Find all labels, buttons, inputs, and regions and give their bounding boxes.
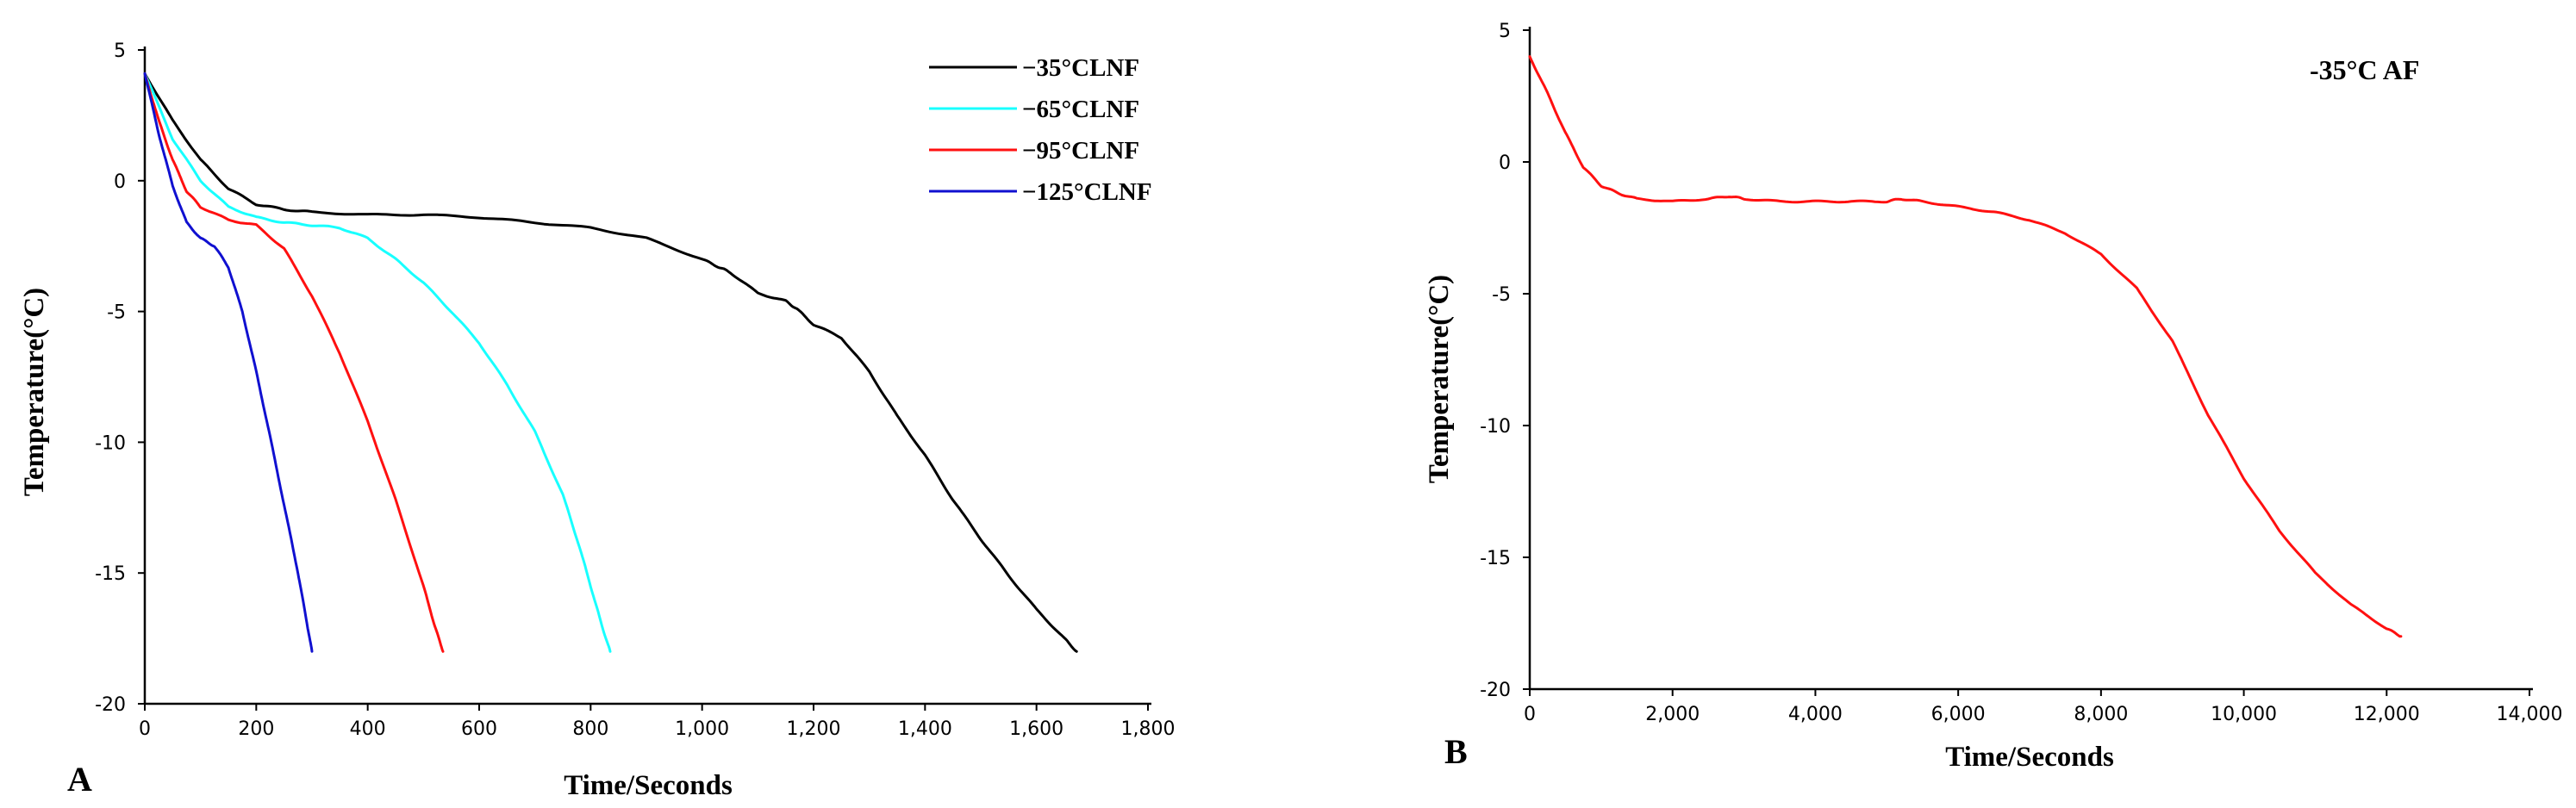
series-annotation: -35°C AF bbox=[2310, 54, 2419, 85]
legend-label: −35°CLNF bbox=[1022, 54, 1139, 82]
series-line bbox=[143, 71, 1078, 653]
y-tick-label: 0 bbox=[114, 171, 126, 193]
series-line bbox=[143, 71, 612, 653]
y-tick-label: -20 bbox=[95, 694, 126, 716]
x-tick-label: 600 bbox=[461, 718, 497, 740]
series-line bbox=[143, 71, 445, 653]
x-tick-label: 6,000 bbox=[1931, 704, 1986, 725]
panel-b-chart: 0 2,000 4,000 6,000 8,000 10,000 12,000 14,000 5… bbox=[1424, 21, 2562, 773]
y-tick-label: -15 bbox=[1480, 548, 1511, 569]
x-tick-label: 4,000 bbox=[1788, 704, 1843, 725]
x-tick-label: 2,000 bbox=[1645, 704, 1700, 725]
x-tick-label: 0 bbox=[1524, 704, 1536, 725]
series-line bbox=[143, 71, 314, 653]
y-axis-label: Temperature(°C) bbox=[19, 288, 50, 496]
x-tick-label: 400 bbox=[350, 718, 386, 740]
x-axis-label: Time/Seconds bbox=[564, 770, 733, 801]
legend: −35°CLNF −65°CLNF −95°CLNF −125°CLNF bbox=[929, 54, 1152, 206]
x-axis-label: Time/Seconds bbox=[1945, 742, 2114, 773]
x-tick-label: 1,000 bbox=[675, 718, 729, 740]
x-tick-label: 8,000 bbox=[2074, 704, 2128, 725]
x-tick-label: 14,000 bbox=[2497, 704, 2563, 725]
panel-label: A bbox=[67, 760, 92, 799]
x-tick-label: 800 bbox=[572, 718, 608, 740]
y-tick-label: -20 bbox=[1480, 680, 1511, 701]
y-tick-label: -10 bbox=[1480, 416, 1511, 438]
y-tick-label: -5 bbox=[1492, 284, 1511, 306]
x-tick-label: 0 bbox=[139, 718, 151, 740]
y-axis-label: Temperature(°C) bbox=[1424, 275, 1455, 483]
x-tick-label: 1,800 bbox=[1121, 718, 1176, 740]
y-tick-label: 5 bbox=[114, 40, 126, 62]
y-tick-label: -15 bbox=[95, 563, 126, 585]
legend-label: −95°CLNF bbox=[1022, 137, 1139, 165]
x-tick-label: 200 bbox=[238, 718, 274, 740]
series-line bbox=[1528, 55, 2403, 638]
x-tick-label: 1,200 bbox=[787, 718, 841, 740]
legend-label: −65°CLNF bbox=[1022, 96, 1139, 123]
y-tick-label: 5 bbox=[1499, 21, 1511, 42]
x-tick-label: 10,000 bbox=[2211, 704, 2277, 725]
y-tick-label: 0 bbox=[1499, 152, 1511, 174]
panel-a-chart: 0 200 400 600 800 1,000 1,200 1,400 1,600 1,800 5 0… bbox=[19, 40, 1175, 801]
x-tick-label: 1,600 bbox=[1009, 718, 1063, 740]
x-tick-label: 1,400 bbox=[898, 718, 952, 740]
y-tick-label: -5 bbox=[107, 302, 126, 324]
y-tick-label: -10 bbox=[95, 432, 126, 454]
legend-label: −125°CLNF bbox=[1022, 178, 1152, 206]
x-tick-label: 12,000 bbox=[2354, 704, 2420, 725]
panel-label: B bbox=[1444, 732, 1468, 771]
